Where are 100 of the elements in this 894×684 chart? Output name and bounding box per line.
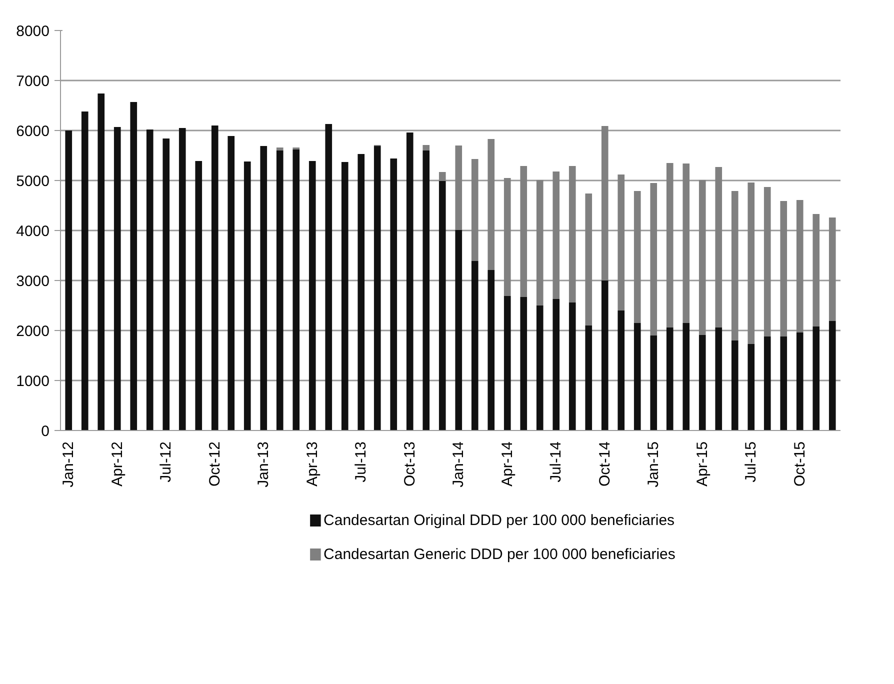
- bar: [601, 280, 608, 430]
- bar: [601, 126, 608, 280]
- bar: [568, 166, 576, 302]
- bar: [488, 139, 495, 270]
- bar: [81, 112, 88, 430]
- bar: [406, 132, 414, 430]
- x-tick-label: Jul-14: [548, 441, 565, 482]
- y-tick-label: 2000: [16, 323, 50, 340]
- y-tick-label: 0: [41, 423, 50, 440]
- x-tick-label: Apr-13: [304, 441, 321, 487]
- bar: [520, 297, 528, 430]
- x-tick-label: Oct-15: [791, 442, 808, 487]
- bar: [748, 182, 755, 344]
- y-tick-label: 8000: [16, 23, 50, 40]
- bar: [244, 162, 251, 430]
- bar: [358, 154, 365, 430]
- bar: [146, 130, 154, 430]
- bar: [341, 162, 348, 430]
- bar: [618, 174, 625, 310]
- bar: [276, 150, 284, 430]
- bar: [698, 180, 706, 335]
- bar: [114, 127, 121, 430]
- bar: [438, 172, 446, 181]
- x-tick-label: Apr-15: [694, 441, 711, 487]
- legend-label: Candesartan Generic DDD per 100 000 beneficiaries: [324, 546, 676, 563]
- bar: [455, 230, 462, 430]
- bar: [195, 161, 202, 430]
- x-tick-label: Oct-14: [596, 442, 614, 487]
- bar: [130, 102, 138, 430]
- bar: [618, 310, 625, 430]
- bar: [552, 172, 560, 299]
- bar: [552, 299, 560, 430]
- bar: [422, 150, 430, 430]
- x-tick-label: Jan-15: [645, 441, 662, 488]
- bar: [455, 146, 462, 230]
- bar: [374, 146, 381, 430]
- y-tick-label: 6000: [16, 123, 50, 140]
- bar: [796, 332, 804, 430]
- bar: [536, 306, 544, 430]
- bar: [666, 163, 674, 328]
- bar: [292, 150, 300, 430]
- bar: [471, 159, 478, 261]
- bar: [422, 145, 430, 150]
- bar: [731, 191, 738, 340]
- bar: [585, 326, 592, 430]
- x-tick-label: Jul-12: [158, 441, 175, 482]
- bar: [666, 328, 674, 430]
- bar: [438, 181, 446, 430]
- x-tick-label: Oct-13: [401, 442, 418, 487]
- x-tick-label: Oct-12: [206, 442, 224, 487]
- y-tick-label: 5000: [16, 173, 50, 190]
- bar: [178, 128, 186, 430]
- bar: [504, 178, 511, 296]
- bar: [504, 296, 511, 430]
- bar: [536, 180, 544, 306]
- bar: [568, 302, 576, 430]
- bar: [764, 187, 771, 336]
- x-tick-label: Jan-12: [60, 441, 78, 488]
- y-tick-label: 4000: [16, 223, 50, 240]
- bar: [162, 138, 170, 430]
- bar: [65, 130, 72, 430]
- x-tick-label: Apr-14: [498, 441, 516, 487]
- bar: [828, 218, 836, 321]
- bar: [488, 270, 495, 430]
- bar: [682, 323, 690, 430]
- bar: [634, 323, 641, 430]
- x-tick-label: Jul-15: [742, 441, 760, 482]
- x-tick-label: Jan-14: [450, 441, 468, 488]
- bar: [325, 124, 332, 430]
- bar: [211, 126, 218, 430]
- bar: [796, 200, 804, 332]
- bar: [698, 335, 706, 430]
- y-tick-label: 1000: [16, 373, 50, 390]
- bar: [308, 161, 316, 430]
- bar: [650, 183, 658, 336]
- bar: [228, 136, 235, 430]
- bar: [764, 336, 771, 430]
- bar: [276, 148, 284, 150]
- bar: [650, 336, 658, 430]
- x-tick-label: Jul-13: [352, 441, 370, 482]
- y-tick-label: 7000: [16, 73, 50, 90]
- x-tick-label: Apr-12: [108, 441, 126, 487]
- bar: [780, 336, 788, 430]
- bar: [715, 167, 722, 328]
- bar: [828, 321, 836, 430]
- bar: [715, 328, 722, 430]
- bar: [780, 201, 788, 336]
- bar: [812, 326, 820, 430]
- legend-label: Candesartan Original DDD per 100 000 beneficiaries: [324, 512, 675, 529]
- bar: [812, 214, 820, 326]
- bar: [390, 158, 398, 430]
- bar: [634, 191, 641, 323]
- bar: [748, 344, 755, 430]
- bar: [520, 166, 528, 297]
- bar: [98, 94, 105, 430]
- x-tick-label: Jan-13: [255, 441, 272, 488]
- bar: [731, 340, 738, 430]
- bar: [682, 164, 690, 323]
- bar: [260, 146, 268, 430]
- bar: [471, 261, 478, 430]
